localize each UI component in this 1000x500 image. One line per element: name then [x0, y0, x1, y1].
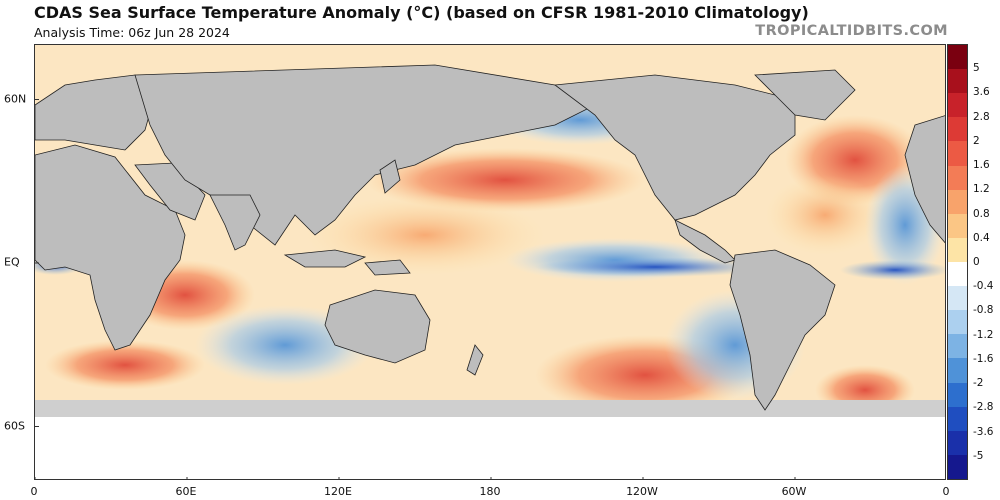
- colorbar-segment: [948, 334, 967, 359]
- new-zealand: [466, 344, 484, 376]
- australia: [324, 289, 431, 364]
- colorbar-label: 2.8: [973, 110, 990, 123]
- colorbar-label: 0.8: [973, 207, 990, 220]
- lon-label: 180: [479, 485, 501, 498]
- antarctica: [35, 417, 945, 479]
- lat-label: EQ: [4, 255, 20, 269]
- lon-label: 120E: [324, 485, 352, 498]
- colorbar-label: -5: [973, 449, 984, 462]
- lon-label: 0: [942, 485, 950, 498]
- colorbar-segment: [948, 237, 967, 262]
- colorbar-label: 0: [973, 256, 980, 268]
- colorbar-label: 3.6: [973, 86, 990, 99]
- colorbar-label: -0.8: [973, 304, 994, 317]
- colorbar-segment: [948, 45, 967, 70]
- sst-anomaly-map: [34, 44, 946, 480]
- axis-ticks: [35, 99, 796, 479]
- land-masses: [35, 64, 945, 411]
- map-canvas: [35, 45, 945, 479]
- colorbar-label: -0.4: [973, 280, 994, 293]
- india: [209, 194, 261, 251]
- colorbar-segment: [948, 69, 967, 94]
- colorbar-segment: [948, 261, 967, 287]
- europe-east: [904, 115, 945, 244]
- colorbar-segment: [948, 117, 967, 142]
- colorbar-label: 0.4: [973, 231, 990, 244]
- colorbar-segment: [948, 93, 967, 118]
- lon-label: 120W: [626, 485, 658, 498]
- colorbar-segment: [948, 141, 967, 166]
- indonesia: [283, 249, 367, 268]
- lon-label: 0: [30, 485, 38, 498]
- colorbar: [947, 44, 968, 480]
- colorbar-label: -1.2: [973, 328, 994, 341]
- analysis-time: Analysis Time: 06z Jun 28 2024: [34, 25, 230, 40]
- japan: [379, 159, 401, 194]
- colorbar-segment: [948, 358, 967, 383]
- colorbar-label: 5: [973, 62, 980, 75]
- europe: [35, 74, 156, 151]
- colorbar-label: 2: [973, 134, 980, 147]
- lon-label: 60E: [175, 485, 197, 498]
- colorbar-label: -1.6: [973, 352, 994, 365]
- south-america: [729, 249, 836, 411]
- new-guinea: [364, 259, 411, 276]
- north-america: [553, 74, 796, 221]
- brand-watermark: TROPICALTIDBITS.COM: [755, 23, 948, 39]
- colorbar-segment: [948, 430, 967, 455]
- colorbar-segment: [948, 406, 967, 431]
- central-america: [674, 219, 736, 264]
- colorbar-label: 1.2: [973, 183, 990, 196]
- colorbar-segment: [948, 286, 967, 311]
- colorbar-segment: [948, 165, 967, 190]
- map-title: CDAS Sea Surface Temperature Anomaly (°C…: [34, 3, 809, 22]
- colorbar-segment: [948, 213, 967, 238]
- greenland: [754, 69, 856, 121]
- colorbar-segment: [948, 310, 967, 335]
- africa: [35, 144, 186, 351]
- colorbar-label: -3.6: [973, 425, 994, 438]
- colorbar-segment: [948, 189, 967, 214]
- lat-label: 60S: [4, 419, 25, 432]
- lon-label: 60W: [781, 485, 807, 498]
- colorbar-label: -2.8: [973, 401, 994, 414]
- colorbar-label: -2: [973, 377, 984, 390]
- colorbar-segment: [948, 454, 967, 479]
- lat-label: 60N: [4, 92, 27, 105]
- colorbar-label: 1.6: [973, 159, 990, 172]
- sea-ice-edge: [35, 400, 945, 420]
- colorbar-segment: [948, 382, 967, 407]
